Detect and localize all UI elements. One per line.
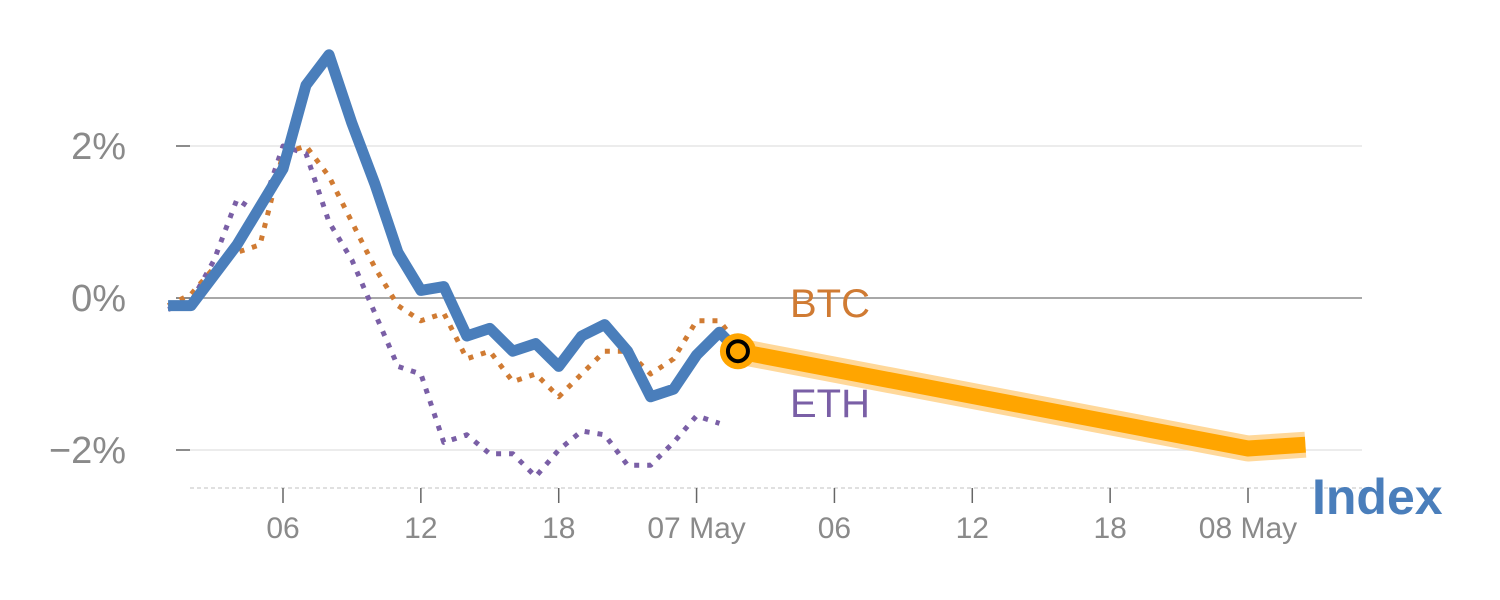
axis-layer: 2% 0% −2% 06 12 18 07 May 06 12 18 08 May	[49, 126, 1362, 545]
eth-series-line	[167, 143, 721, 480]
x-tick-label: 12	[404, 512, 437, 545]
y-tick-label: 0%	[71, 278, 126, 320]
x-tick-label: 07 May	[647, 512, 745, 545]
marker-layer	[719, 333, 756, 370]
index-series-line	[168, 49, 742, 403]
series-layer	[166, 49, 1307, 480]
btc-series-label: BTC	[790, 282, 870, 326]
x-tick-label: 08 May	[1199, 512, 1297, 545]
x-tick-label: 12	[956, 512, 989, 545]
label-layer: BTC ETH Index	[790, 282, 1443, 525]
grid-layer	[190, 145, 1362, 451]
y-tick-label: 2%	[71, 126, 126, 168]
current-value-marker-ring	[719, 333, 756, 370]
forecast-band-line	[736, 343, 1306, 457]
x-tick-label: 06	[818, 512, 851, 545]
current-value-marker	[725, 339, 750, 364]
eth-series-label: ETH	[790, 382, 870, 426]
btc-series-line	[166, 143, 733, 400]
x-tick-label: 18	[1093, 512, 1126, 545]
x-tick-label: 18	[542, 512, 575, 545]
y-tick-label: −2%	[49, 430, 126, 472]
index-series-label: Index	[1312, 469, 1443, 525]
x-tick-label: 06	[266, 512, 299, 545]
